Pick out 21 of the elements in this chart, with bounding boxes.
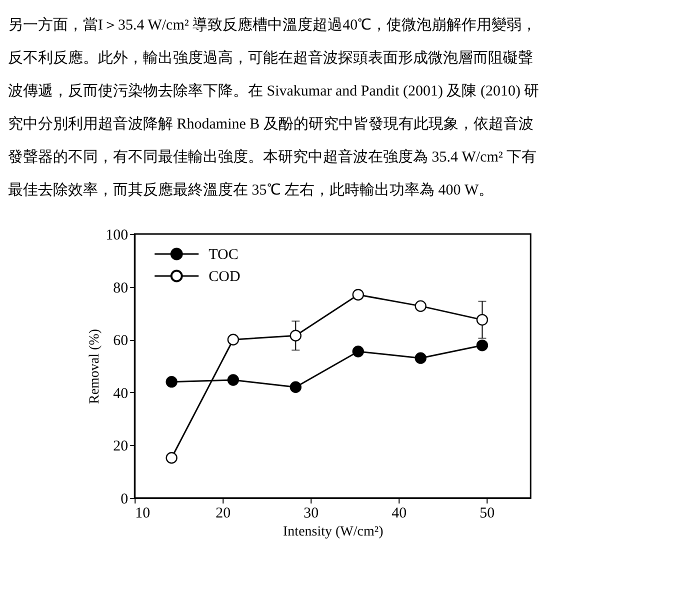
text: 另一方面，當I＞35.4 W/cm² 導致反應槽中溫度超過40℃，使微泡崩解作用變弱， [8, 16, 537, 34]
x-tick-label: 20 [216, 506, 231, 522]
text: 發聲器的不同，有不同最佳輸出強度。本研究中超音波在強度為 35.4 W/cm² 下有 [8, 148, 537, 166]
y-tick-label: 0 [120, 492, 128, 508]
text: 反不利反應。此外，輸出強度過高，可能在超音波探頭表面形成微泡層而阻礙聲 [8, 50, 533, 66]
x-tick-label: 40 [392, 506, 407, 522]
y-tick-label: 100 [106, 228, 128, 244]
y-tick-label: 60 [113, 333, 128, 350]
text: 最佳去除效率，而其反應最終溫度在 35℃ 左右，此時輸出功率為 400 W。 [8, 182, 494, 198]
y-tick-label: 40 [113, 386, 128, 402]
x-axis-title: Intensity (W/cm²) [283, 524, 384, 540]
x-tick-label: 10 [135, 506, 150, 522]
x-tick-label: 50 [480, 506, 495, 522]
y-tick-label: 20 [113, 438, 128, 455]
x-tick-label: 30 [304, 506, 319, 522]
legend-label: TOC [208, 247, 238, 263]
legend-label: COD [208, 269, 240, 285]
y-tick-label: 80 [113, 280, 128, 296]
text: 波傳遞，反而使污染物去除率下降。在 Sivakumar and Pandit (2001) 及陳 (2010) 研 [8, 82, 540, 100]
text: 究中分別利用超音波降解 Rhodamine B 及酚的研究中皆發現有此現象，依超音波 [8, 116, 534, 132]
y-axis-title: Removal (%) [88, 328, 103, 404]
